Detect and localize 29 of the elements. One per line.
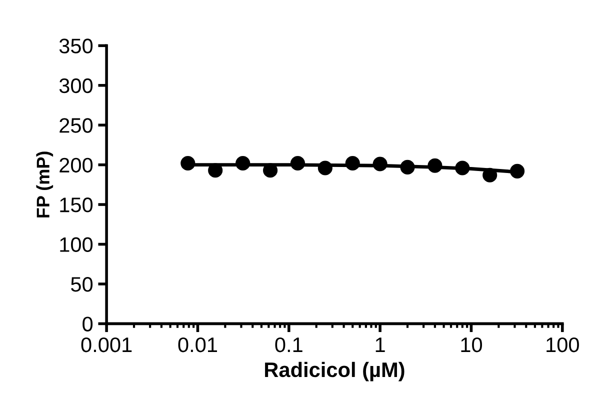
x-tick-label: 100 — [546, 337, 579, 352]
y-tick-label: 350 — [59, 38, 93, 54]
point — [400, 160, 415, 174]
point — [290, 156, 306, 171]
y-tick-label: 50 — [71, 276, 93, 292]
x-tick-label: 10 — [461, 337, 482, 352]
x-tick-label: 0.001 — [81, 337, 132, 352]
y-tick-label: 200 — [60, 158, 93, 173]
y-tick-label: 300 — [59, 78, 93, 94]
point — [428, 158, 442, 173]
x-tick-label: 0.01 — [178, 337, 217, 352]
y-tick-label: 0 — [82, 316, 93, 332]
y-tick-label: 150 — [60, 198, 93, 212]
x-tick-label: 1 — [376, 338, 385, 352]
x-axis-title: Radicicol (µM) — [265, 362, 404, 382]
point — [236, 156, 250, 171]
point — [455, 160, 470, 176]
point — [510, 164, 525, 178]
point — [180, 156, 196, 171]
point — [345, 156, 360, 171]
x-tick-label: 0.1 — [275, 337, 302, 352]
point — [482, 168, 498, 182]
point — [372, 156, 388, 172]
y-axis-title: FP (mP) — [36, 152, 54, 218]
y-tick-label: 250 — [60, 118, 93, 133]
y-tick-label: 100 — [60, 237, 93, 252]
point — [208, 163, 223, 178]
point — [263, 163, 278, 178]
point — [318, 160, 332, 176]
